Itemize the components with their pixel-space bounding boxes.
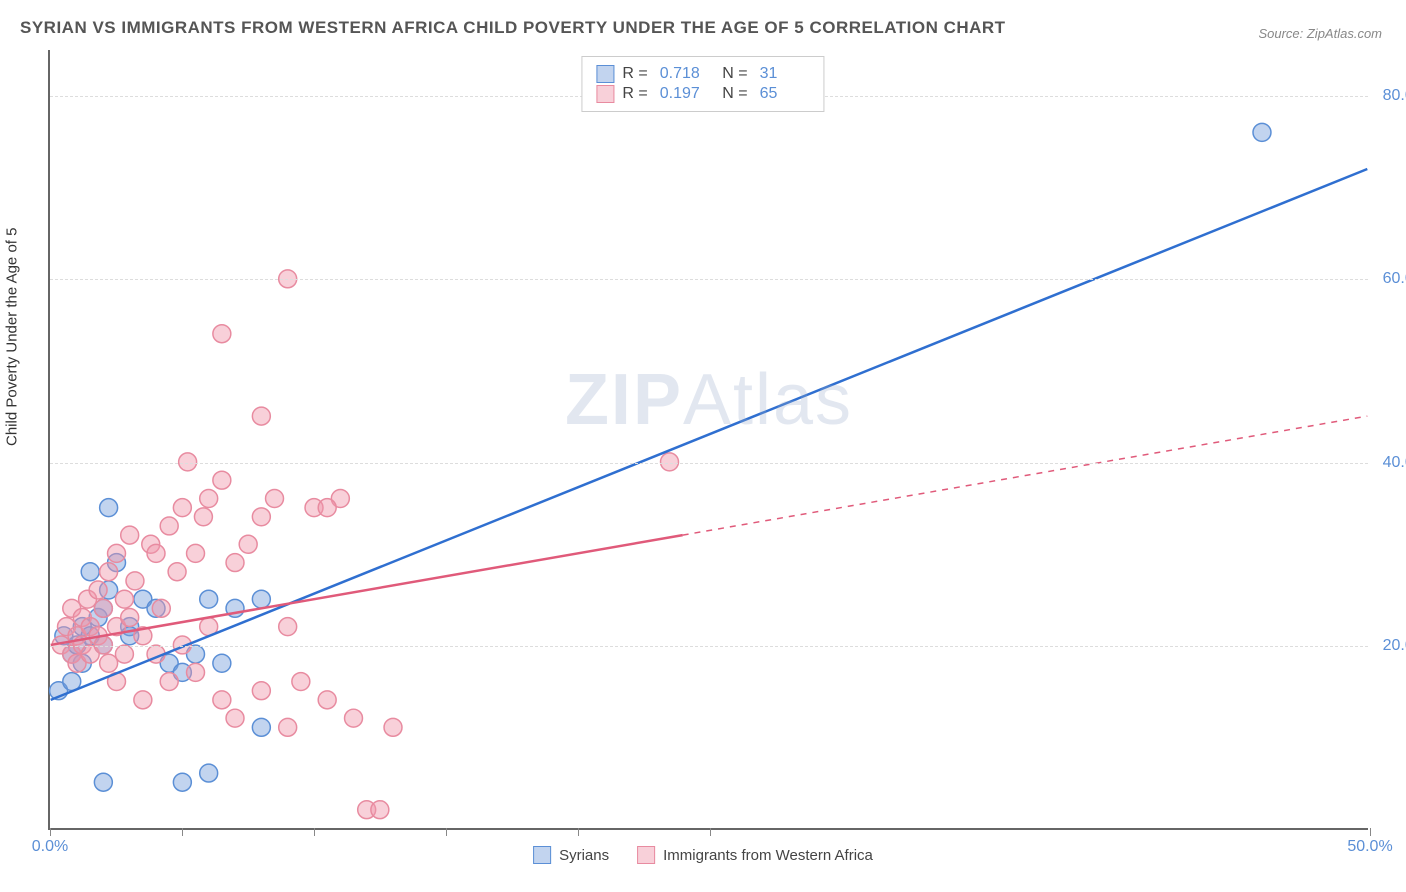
scatter-point: [661, 453, 679, 471]
legend-swatch: [637, 846, 655, 864]
y-tick-label: 60.0%: [1383, 270, 1406, 288]
regression-line-dashed: [683, 416, 1368, 535]
scatter-point: [147, 544, 165, 562]
scatter-point: [160, 517, 178, 535]
legend-swatch: [596, 65, 614, 83]
scatter-point: [200, 590, 218, 608]
scatter-point: [187, 663, 205, 681]
scatter-point: [160, 673, 178, 691]
scatter-point: [134, 691, 152, 709]
regression-line: [51, 169, 1368, 700]
legend-correlation: R = 0.718 N = 31 R = 0.197 N = 65: [581, 56, 824, 112]
scatter-point: [81, 563, 99, 581]
scatter-point: [213, 691, 231, 709]
scatter-point: [152, 599, 170, 617]
scatter-point: [168, 563, 186, 581]
scatter-point: [121, 526, 139, 544]
legend-r-value: 0.718: [660, 65, 710, 83]
plot-area: ZIPAtlas 20.0%40.0%60.0%80.0%0.0%50.0%: [48, 50, 1368, 830]
scatter-point: [187, 544, 205, 562]
legend-correlation-row: R = 0.197 N = 65: [596, 85, 809, 103]
chart-title: SYRIAN VS IMMIGRANTS FROM WESTERN AFRICA…: [20, 18, 1006, 38]
legend-swatch: [533, 846, 551, 864]
scatter-point: [318, 499, 336, 517]
scatter-point: [115, 590, 133, 608]
legend-series-item: Syrians: [533, 846, 609, 864]
scatter-point: [279, 718, 297, 736]
legend-swatch: [596, 85, 614, 103]
x-tick-label: 0.0%: [32, 838, 68, 856]
scatter-point: [179, 453, 197, 471]
y-tick-label: 20.0%: [1383, 637, 1406, 655]
scatter-point: [100, 499, 118, 517]
scatter-point: [226, 554, 244, 572]
scatter-point: [173, 773, 191, 791]
scatter-point: [239, 535, 257, 553]
source-attribution: Source: ZipAtlas.com: [1258, 26, 1382, 41]
scatter-point: [194, 508, 212, 526]
scatter-point: [252, 718, 270, 736]
scatter-point: [100, 654, 118, 672]
scatter-point: [121, 609, 139, 627]
scatter-point: [108, 544, 126, 562]
legend-r-label: R =: [622, 65, 647, 83]
scatter-point: [318, 691, 336, 709]
x-tick-mark: [182, 828, 183, 836]
scatter-point: [345, 709, 363, 727]
scatter-point: [226, 709, 244, 727]
x-tick-mark: [446, 828, 447, 836]
scatter-point: [279, 618, 297, 636]
legend-r-label: R =: [622, 85, 647, 103]
scatter-point: [126, 572, 144, 590]
legend-n-value: 65: [760, 85, 810, 103]
scatter-point: [200, 764, 218, 782]
scatter-point: [252, 682, 270, 700]
scatter-point: [200, 490, 218, 508]
scatter-point: [173, 499, 191, 517]
legend-series: Syrians Immigrants from Western Africa: [533, 846, 873, 864]
legend-r-value: 0.197: [660, 85, 710, 103]
legend-series-label: Syrians: [559, 847, 609, 864]
scatter-point: [213, 654, 231, 672]
scatter-point: [115, 645, 133, 663]
chart-svg: [50, 50, 1368, 828]
scatter-point: [213, 471, 231, 489]
y-axis-label: Child Poverty Under the Age of 5: [4, 228, 21, 446]
x-tick-mark: [50, 828, 51, 836]
scatter-point: [252, 590, 270, 608]
scatter-point: [266, 490, 284, 508]
legend-n-label: N =: [718, 85, 748, 103]
scatter-point: [94, 773, 112, 791]
scatter-point: [1253, 123, 1271, 141]
x-tick-mark: [710, 828, 711, 836]
scatter-point: [371, 801, 389, 819]
gridline-h: [50, 646, 1368, 647]
scatter-point: [213, 325, 231, 343]
x-tick-mark: [1370, 828, 1371, 836]
legend-series-item: Immigrants from Western Africa: [637, 846, 873, 864]
x-tick-label: 50.0%: [1347, 838, 1392, 856]
scatter-point: [94, 599, 112, 617]
y-tick-label: 40.0%: [1383, 454, 1406, 472]
x-tick-mark: [578, 828, 579, 836]
legend-n-label: N =: [718, 65, 748, 83]
scatter-point: [94, 636, 112, 654]
gridline-h: [50, 463, 1368, 464]
x-tick-mark: [314, 828, 315, 836]
scatter-point: [252, 508, 270, 526]
y-tick-label: 80.0%: [1383, 87, 1406, 105]
legend-series-label: Immigrants from Western Africa: [663, 847, 873, 864]
gridline-h: [50, 279, 1368, 280]
scatter-point: [89, 581, 107, 599]
scatter-point: [252, 407, 270, 425]
scatter-point: [100, 563, 118, 581]
legend-n-value: 31: [760, 65, 810, 83]
scatter-point: [292, 673, 310, 691]
legend-correlation-row: R = 0.718 N = 31: [596, 65, 809, 83]
scatter-point: [384, 718, 402, 736]
